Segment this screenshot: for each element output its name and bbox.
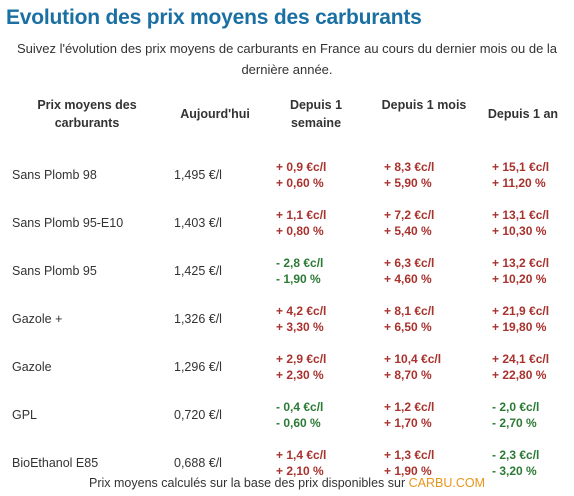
- change-month-pct: + 5,40 %: [384, 224, 432, 238]
- change-month: + 1,2 €c/l + 1,70 %: [370, 391, 478, 439]
- change-year-abs: + 13,1 €c/l: [492, 208, 550, 222]
- change-year-abs: + 24,1 €c/l: [492, 352, 550, 366]
- change-year-abs: - 2,0 €c/l: [492, 400, 540, 414]
- change-week-abs: + 4,2 €c/l: [276, 304, 327, 318]
- change-week: + 4,2 €c/l + 3,30 %: [262, 295, 370, 343]
- change-year: - 2,3 €c/l - 3,20 %: [478, 439, 568, 487]
- change-year-pct: + 19,80 %: [492, 320, 547, 334]
- change-year-abs: + 13,2 €c/l: [492, 256, 550, 270]
- change-month-pct: + 4,60 %: [384, 272, 432, 286]
- fuel-name: Gazole +: [12, 312, 63, 326]
- footer-note: Prix moyens calculés sur la base des pri…: [0, 476, 574, 490]
- change-month-abs: + 8,3 €c/l: [384, 160, 435, 174]
- change-week-abs: - 0,4 €c/l: [276, 400, 324, 414]
- change-month-pct: + 6,50 %: [384, 320, 432, 334]
- page-subtitle: Suivez l'évolution des prix moyens de ca…: [16, 41, 558, 77]
- change-year: + 21,9 €c/l + 19,80 %: [478, 295, 568, 343]
- change-year-pct: + 22,80 %: [492, 368, 547, 382]
- change-year: + 15,1 €c/l + 11,20 %: [478, 151, 568, 199]
- change-week-pct: - 1,90 %: [276, 272, 321, 286]
- change-week-pct: + 0,60 %: [276, 176, 324, 190]
- table-row: BioEthanol E85 0,688 €/l + 1,4 €c/l + 2,10 …: [6, 439, 568, 487]
- fuel-prices-table: Prix moyens des carburants Aujourd'hui D…: [6, 92, 568, 487]
- fuel-name: GPL: [12, 408, 38, 422]
- change-month-pct: + 5,90 %: [384, 176, 432, 190]
- change-month-abs: + 1,2 €c/l: [384, 400, 435, 414]
- change-week-pct: + 3,30 %: [276, 320, 324, 334]
- table-row: Sans Plomb 95-E10 1,403 €/l + 1,1 €c/l + 0,…: [6, 199, 568, 247]
- change-week-abs: + 0,9 €c/l: [276, 160, 327, 174]
- table-header-row: Prix moyens des carburants Aujourd'hui D…: [6, 92, 568, 151]
- fuel-price: 0,720 €/l: [174, 408, 222, 422]
- fuel-price: 1,495 €/l: [174, 168, 222, 182]
- change-year: - 2,0 €c/l - 2,70 %: [478, 391, 568, 439]
- change-week-abs: - 2,8 €c/l: [276, 256, 324, 270]
- change-month-pct: + 8,70 %: [384, 368, 432, 382]
- fuel-name: Sans Plomb 95: [12, 264, 97, 278]
- table-row: Gazole 1,296 €/l + 2,9 €c/l + 2,30 % + 10,4 …: [6, 343, 568, 391]
- change-month: + 10,4 €c/l + 8,70 %: [370, 343, 478, 391]
- change-month: + 8,3 €c/l + 5,90 %: [370, 151, 478, 199]
- change-year-pct: + 10,30 %: [492, 224, 547, 238]
- change-week-pct: + 0,80 %: [276, 224, 324, 238]
- header-year: Depuis 1 an: [487, 107, 559, 121]
- change-month-pct: + 1,70 %: [384, 416, 432, 430]
- change-week-pct: + 2,30 %: [276, 368, 324, 382]
- table-row: GPL 0,720 €/l - 0,4 €c/l - 0,60 % + 1,2 €c/l…: [6, 391, 568, 439]
- change-month-abs: + 10,4 €c/l: [384, 352, 442, 366]
- change-month: + 8,1 €c/l + 6,50 %: [370, 295, 478, 343]
- change-year-abs: - 2,3 €c/l: [492, 448, 540, 462]
- change-week: - 2,8 €c/l - 1,90 %: [262, 247, 370, 295]
- change-year-pct: + 10,20 %: [492, 272, 547, 286]
- fuel-name: Gazole: [12, 360, 52, 374]
- change-week-pct: - 0,60 %: [276, 416, 321, 430]
- change-week: - 0,4 €c/l - 0,60 %: [262, 391, 370, 439]
- change-year-pct: - 2,70 %: [492, 416, 537, 430]
- change-year-abs: + 21,9 €c/l: [492, 304, 550, 318]
- change-month: + 6,3 €c/l + 4,60 %: [370, 247, 478, 295]
- change-year: + 13,2 €c/l + 10,20 %: [478, 247, 568, 295]
- change-month-abs: + 8,1 €c/l: [384, 304, 435, 318]
- fuel-price: 1,326 €/l: [174, 312, 222, 326]
- table-row: Sans Plomb 95 1,425 €/l - 2,8 €c/l - 1,90 %…: [6, 247, 568, 295]
- change-week: + 0,9 €c/l + 0,60 %: [262, 151, 370, 199]
- table-row: Sans Plomb 98 1,495 €/l + 0,9 €c/l + 0,60 %…: [6, 151, 568, 199]
- header-fuel: Prix moyens des carburants: [37, 98, 137, 130]
- header-week: Depuis 1 semaine: [289, 98, 343, 130]
- fuel-name: Sans Plomb 95-E10: [12, 216, 124, 230]
- header-today: Aujourd'hui: [180, 107, 250, 121]
- table-body: Sans Plomb 98 1,495 €/l + 0,9 €c/l + 0,60 %…: [6, 151, 568, 487]
- change-month: + 1,3 €c/l + 1,90 %: [370, 439, 478, 487]
- carbu-link[interactable]: CARBU.COM: [408, 476, 485, 490]
- fuel-price: 1,425 €/l: [174, 264, 222, 278]
- fuel-price: 0,688 €/l: [174, 456, 222, 470]
- fuel-name: Sans Plomb 98: [12, 168, 97, 182]
- change-week-abs: + 1,4 €c/l: [276, 448, 327, 462]
- footer-text: Prix moyens calculés sur la base des pri…: [89, 476, 409, 490]
- fuel-price: 1,296 €/l: [174, 360, 222, 374]
- change-week: + 1,4 €c/l + 2,10 %: [262, 439, 370, 487]
- change-year-pct: + 11,20 %: [492, 176, 546, 190]
- change-month-pct: + 1,90 %: [384, 464, 432, 478]
- table-row: Gazole + 1,326 €/l + 4,2 €c/l + 3,30 % + 8,1…: [6, 295, 568, 343]
- change-year: + 13,1 €c/l + 10,30 %: [478, 199, 568, 247]
- change-week-abs: + 1,1 €c/l: [276, 208, 327, 222]
- change-year: + 24,1 €c/l + 22,80 %: [478, 343, 568, 391]
- fuel-price: 1,403 €/l: [174, 216, 222, 230]
- change-week: + 2,9 €c/l + 2,30 %: [262, 343, 370, 391]
- change-month-abs: + 6,3 €c/l: [384, 256, 435, 270]
- header-month: Depuis 1 mois: [381, 98, 467, 112]
- change-year-pct: - 3,20 %: [492, 464, 537, 478]
- page-title: Evolution des prix moyens des carburants: [6, 6, 422, 29]
- change-month: + 7,2 €c/l + 5,40 %: [370, 199, 478, 247]
- change-month-abs: + 1,3 €c/l: [384, 448, 435, 462]
- fuel-name: BioEthanol E85: [12, 456, 99, 470]
- change-week-abs: + 2,9 €c/l: [276, 352, 327, 366]
- change-year-abs: + 15,1 €c/l: [492, 160, 550, 174]
- change-month-abs: + 7,2 €c/l: [384, 208, 435, 222]
- change-week: + 1,1 €c/l + 0,80 %: [262, 199, 370, 247]
- change-week-pct: + 2,10 %: [276, 464, 324, 478]
